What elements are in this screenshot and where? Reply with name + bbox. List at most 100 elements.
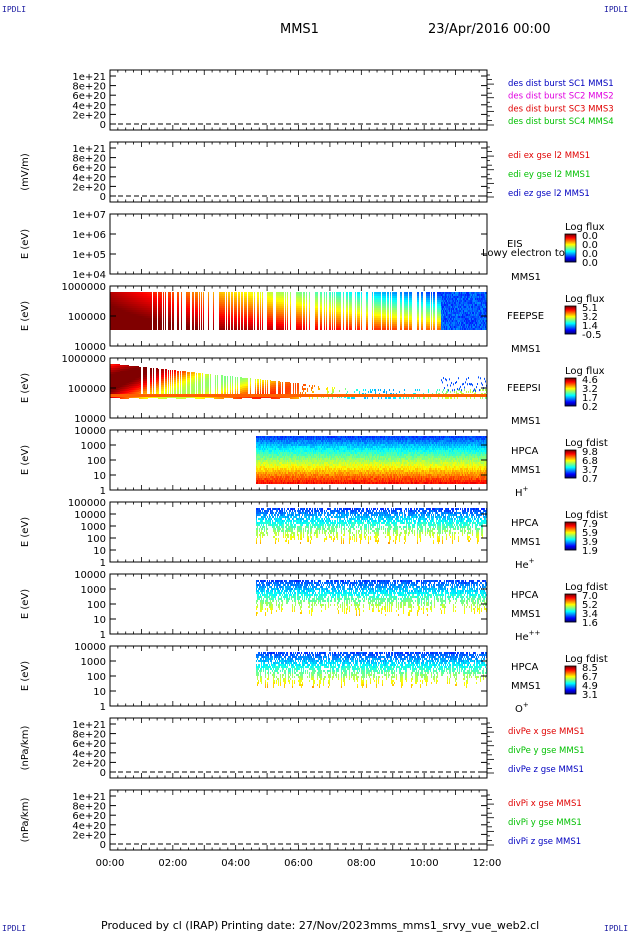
heatmap-cell bbox=[139, 312, 140, 314]
heatmap-cell bbox=[334, 300, 335, 302]
heatmap-cell bbox=[276, 328, 277, 330]
heatmap-cell bbox=[142, 292, 143, 294]
heatmap-cell bbox=[326, 304, 327, 306]
heatmap-cell bbox=[279, 308, 280, 310]
heatmap-cell bbox=[203, 318, 204, 320]
heatmap-cell bbox=[272, 296, 273, 298]
heatmap-cell bbox=[297, 322, 298, 324]
heatmap-cell bbox=[228, 302, 229, 304]
heatmap-cell bbox=[223, 314, 224, 316]
heatmap-cell bbox=[282, 318, 283, 320]
heatmap-cell bbox=[252, 314, 253, 316]
heatmap-cell bbox=[186, 322, 187, 324]
heatmap-cell bbox=[222, 300, 223, 302]
heatmap-cell bbox=[145, 306, 146, 308]
heatmap-cell bbox=[336, 320, 337, 322]
heatmap-cell bbox=[208, 328, 209, 330]
heatmap-cell bbox=[283, 326, 284, 328]
colorbar-band bbox=[565, 248, 576, 250]
heatmap-cell bbox=[111, 296, 112, 298]
heatmap-cell bbox=[337, 310, 338, 312]
heatmap-cell bbox=[223, 294, 224, 296]
heatmap-cell bbox=[244, 324, 245, 326]
heatmap-cell bbox=[316, 300, 317, 302]
heatmap-cell bbox=[160, 310, 161, 312]
heatmap-cell bbox=[135, 296, 136, 298]
heatmap-cell bbox=[241, 316, 242, 318]
heatmap-cell bbox=[172, 314, 173, 316]
heatmap-cell bbox=[262, 306, 263, 308]
heatmap-cell bbox=[123, 320, 124, 322]
heatmap-cell bbox=[226, 318, 227, 320]
heatmap-cell bbox=[320, 322, 321, 324]
heatmap-cell bbox=[250, 310, 251, 312]
heatmap-cell bbox=[316, 328, 317, 330]
heatmap-cell bbox=[343, 322, 344, 324]
heatmap-cell bbox=[297, 306, 298, 308]
heatmap-cell bbox=[242, 314, 243, 316]
heatmap-cell bbox=[134, 314, 135, 316]
heatmap-cell bbox=[141, 328, 142, 330]
heatmap-cell bbox=[272, 306, 273, 308]
heatmap-cell bbox=[129, 314, 130, 316]
heatmap-cell bbox=[168, 316, 169, 318]
heatmap-cell bbox=[126, 300, 127, 302]
heatmap-cell bbox=[168, 306, 169, 308]
heatmap-cell bbox=[156, 294, 157, 296]
heatmap-cell bbox=[141, 308, 142, 310]
heatmap-cell bbox=[267, 304, 268, 306]
heatmap-cell bbox=[153, 298, 154, 300]
heatmap-cell bbox=[124, 294, 125, 296]
heatmap-cell bbox=[112, 322, 113, 324]
heatmap-cell bbox=[196, 308, 197, 310]
heatmap-cell bbox=[143, 316, 144, 318]
heatmap-cell bbox=[321, 324, 322, 326]
heatmap-cell bbox=[158, 298, 159, 300]
heatmap-cell bbox=[199, 302, 200, 304]
heatmap-cell bbox=[267, 306, 268, 308]
heatmap-cell bbox=[272, 292, 273, 294]
heatmap-cell bbox=[203, 312, 204, 314]
heatmap-cell bbox=[281, 324, 282, 326]
heatmap-cell bbox=[135, 308, 136, 310]
heatmap-cell bbox=[161, 304, 162, 306]
heatmap-cell bbox=[113, 310, 114, 312]
heatmap-cell bbox=[301, 326, 302, 328]
heatmap-cell bbox=[160, 308, 161, 310]
heatmap-cell bbox=[317, 298, 318, 300]
heatmap-cell bbox=[116, 316, 117, 318]
heatmap-cell bbox=[336, 300, 337, 302]
heatmap-cell bbox=[139, 296, 140, 298]
heatmap-cell bbox=[120, 324, 121, 326]
heatmap-cell bbox=[306, 320, 307, 322]
heatmap-cell bbox=[250, 322, 251, 324]
heatmap-cell bbox=[113, 308, 114, 310]
heatmap-cell bbox=[339, 318, 340, 320]
data-gap bbox=[259, 292, 260, 330]
heatmap-cell bbox=[188, 316, 189, 318]
heatmap-cell bbox=[161, 318, 162, 320]
heatmap-cell bbox=[299, 316, 300, 318]
heatmap-cell bbox=[199, 310, 200, 312]
heatmap-cell bbox=[113, 304, 114, 306]
heatmap-cell bbox=[173, 318, 174, 320]
heatmap-cell bbox=[231, 316, 232, 318]
heatmap-cell bbox=[244, 320, 245, 322]
heatmap-cell bbox=[299, 310, 300, 312]
heatmap-cell bbox=[298, 318, 299, 320]
heatmap-cell bbox=[254, 314, 255, 316]
heatmap-cell bbox=[189, 308, 190, 310]
heatmap-cell bbox=[277, 322, 278, 324]
heatmap-cell bbox=[125, 310, 126, 312]
heatmap-cell bbox=[195, 320, 196, 322]
heatmap-cell bbox=[309, 326, 310, 328]
heatmap-cell bbox=[136, 308, 137, 310]
heatmap-cell bbox=[280, 298, 281, 300]
heatmap-cell bbox=[118, 318, 119, 320]
heatmap-cell bbox=[131, 320, 132, 322]
heatmap-cell bbox=[133, 312, 134, 314]
heatmap-cell bbox=[120, 308, 121, 310]
data-gap bbox=[253, 292, 254, 330]
heatmap-cell bbox=[189, 294, 190, 296]
colorbar-title: Log flux bbox=[565, 222, 605, 233]
